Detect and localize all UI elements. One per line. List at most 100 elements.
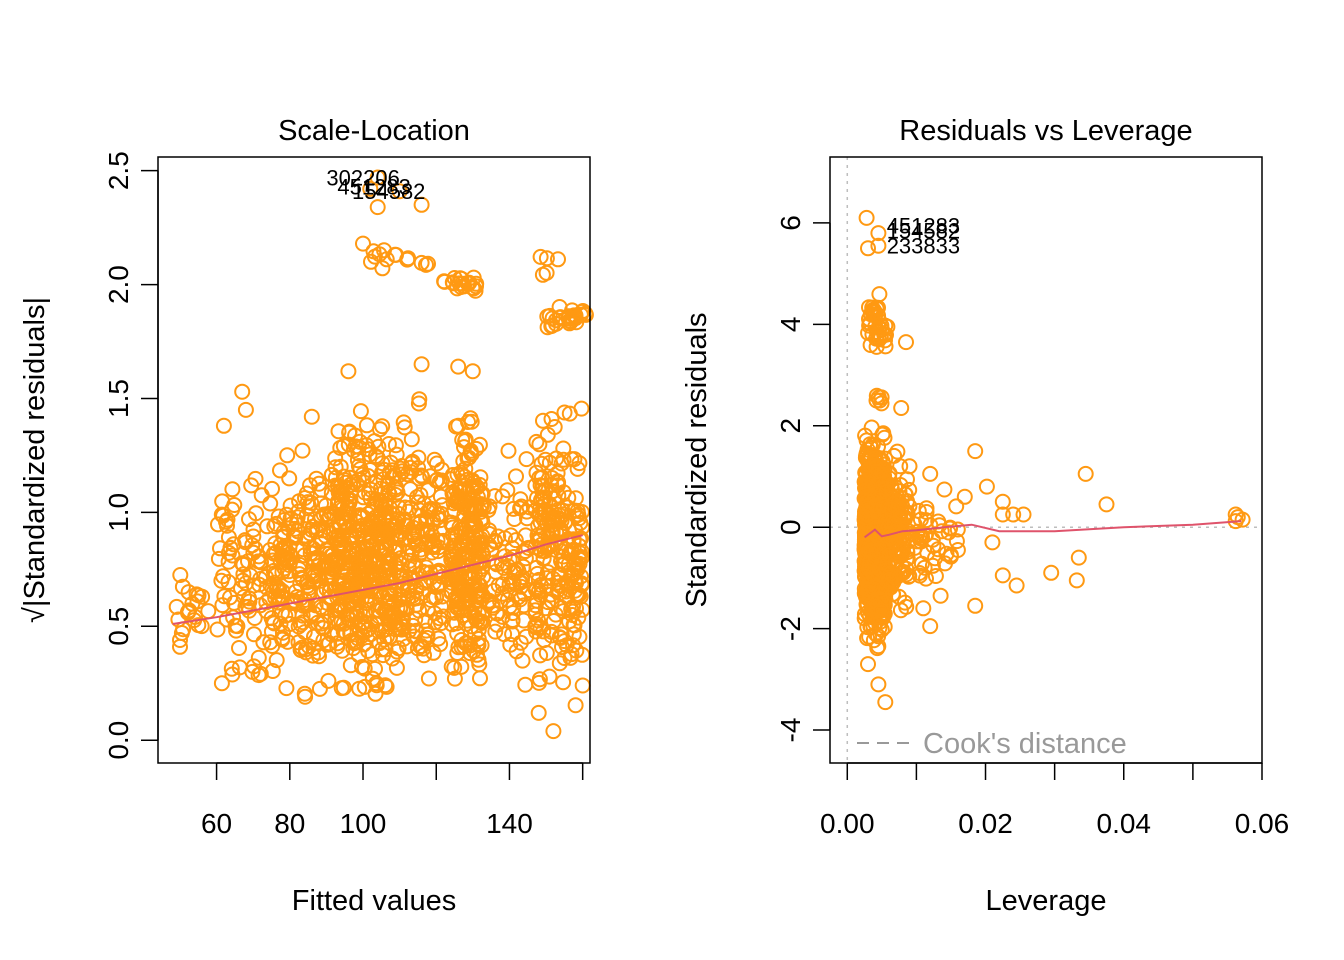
data-point bbox=[527, 502, 544, 519]
data-point bbox=[268, 652, 285, 669]
data-point bbox=[563, 646, 580, 663]
data-point bbox=[899, 541, 915, 558]
outlier-label: 154582 bbox=[887, 219, 960, 244]
data-point bbox=[248, 505, 264, 522]
data-point bbox=[215, 417, 232, 434]
data-point bbox=[858, 209, 875, 226]
data-point bbox=[278, 506, 295, 523]
outlier-label: 154582 bbox=[352, 179, 425, 204]
data-point bbox=[235, 556, 252, 573]
data-point bbox=[555, 603, 572, 620]
data-point bbox=[210, 550, 227, 567]
data-point bbox=[1234, 511, 1251, 528]
data-point bbox=[860, 584, 877, 601]
data-point bbox=[499, 482, 516, 499]
data-point bbox=[209, 621, 226, 638]
data-point bbox=[327, 450, 344, 467]
scale-location-smoother bbox=[172, 534, 583, 625]
data-point bbox=[901, 458, 918, 475]
data-point bbox=[305, 563, 322, 579]
data-point bbox=[1043, 564, 1060, 581]
data-point bbox=[315, 620, 332, 637]
data-point bbox=[936, 481, 953, 498]
data-point bbox=[480, 502, 497, 518]
data-point bbox=[541, 668, 558, 685]
data-point bbox=[403, 431, 420, 448]
data-point bbox=[861, 299, 877, 316]
data-point bbox=[358, 417, 375, 434]
data-point bbox=[978, 478, 995, 495]
data-point bbox=[391, 499, 407, 516]
data-point bbox=[533, 542, 550, 559]
data-point bbox=[915, 600, 932, 617]
data-point bbox=[362, 462, 379, 478]
data-point bbox=[574, 646, 591, 663]
data-point bbox=[456, 439, 472, 456]
data-point bbox=[359, 595, 376, 612]
data-point bbox=[470, 637, 487, 654]
data-point bbox=[430, 506, 447, 523]
data-point bbox=[924, 557, 941, 574]
y-tick-label: 4 bbox=[775, 317, 806, 333]
data-point bbox=[212, 540, 228, 557]
x-tick-label: 140 bbox=[486, 808, 533, 839]
data-point bbox=[877, 338, 894, 355]
data-point bbox=[403, 455, 420, 472]
data-point bbox=[272, 462, 288, 479]
data-point bbox=[502, 636, 519, 653]
data-point bbox=[494, 576, 511, 593]
data-point bbox=[303, 408, 320, 425]
data-point bbox=[300, 513, 317, 530]
data-point bbox=[481, 592, 498, 609]
data-point bbox=[565, 566, 582, 583]
data-point bbox=[537, 451, 554, 468]
data-point bbox=[870, 225, 887, 242]
data-point bbox=[451, 581, 468, 598]
data-point bbox=[532, 477, 549, 494]
data-point bbox=[453, 494, 470, 511]
data-point bbox=[927, 568, 944, 584]
data-point bbox=[291, 556, 308, 573]
data-point bbox=[486, 488, 503, 505]
data-point bbox=[213, 675, 230, 692]
data-point bbox=[871, 286, 888, 303]
data-point bbox=[172, 632, 188, 648]
data-point bbox=[893, 400, 910, 416]
data-point bbox=[949, 521, 966, 538]
data-point bbox=[474, 485, 491, 502]
data-point bbox=[534, 469, 550, 486]
data-point bbox=[460, 414, 476, 430]
data-point bbox=[376, 631, 393, 648]
data-point bbox=[307, 553, 324, 570]
data-point bbox=[393, 621, 410, 638]
data-point bbox=[889, 443, 906, 460]
data-point bbox=[873, 317, 890, 334]
data-point bbox=[860, 240, 876, 257]
data-point bbox=[294, 607, 311, 624]
data-point bbox=[360, 620, 377, 637]
data-point bbox=[881, 547, 898, 564]
data-point bbox=[568, 314, 585, 331]
data-point bbox=[432, 636, 449, 653]
data-point bbox=[266, 615, 283, 632]
data-point bbox=[368, 677, 385, 694]
data-point bbox=[870, 237, 887, 254]
data-point bbox=[462, 585, 479, 602]
data-point bbox=[264, 663, 281, 679]
data-point bbox=[297, 530, 314, 547]
data-point bbox=[1098, 496, 1115, 513]
data-point bbox=[369, 199, 386, 216]
data-point bbox=[282, 497, 299, 514]
data-point bbox=[378, 678, 395, 695]
data-point bbox=[348, 513, 365, 530]
scale-location-x-label: Fitted values bbox=[292, 885, 456, 917]
data-point bbox=[922, 465, 939, 482]
data-point bbox=[444, 467, 461, 483]
data-point bbox=[327, 610, 344, 627]
data-point bbox=[573, 530, 589, 547]
y-tick-label: 0.5 bbox=[103, 607, 134, 646]
data-point bbox=[266, 518, 283, 535]
data-point bbox=[218, 513, 234, 530]
